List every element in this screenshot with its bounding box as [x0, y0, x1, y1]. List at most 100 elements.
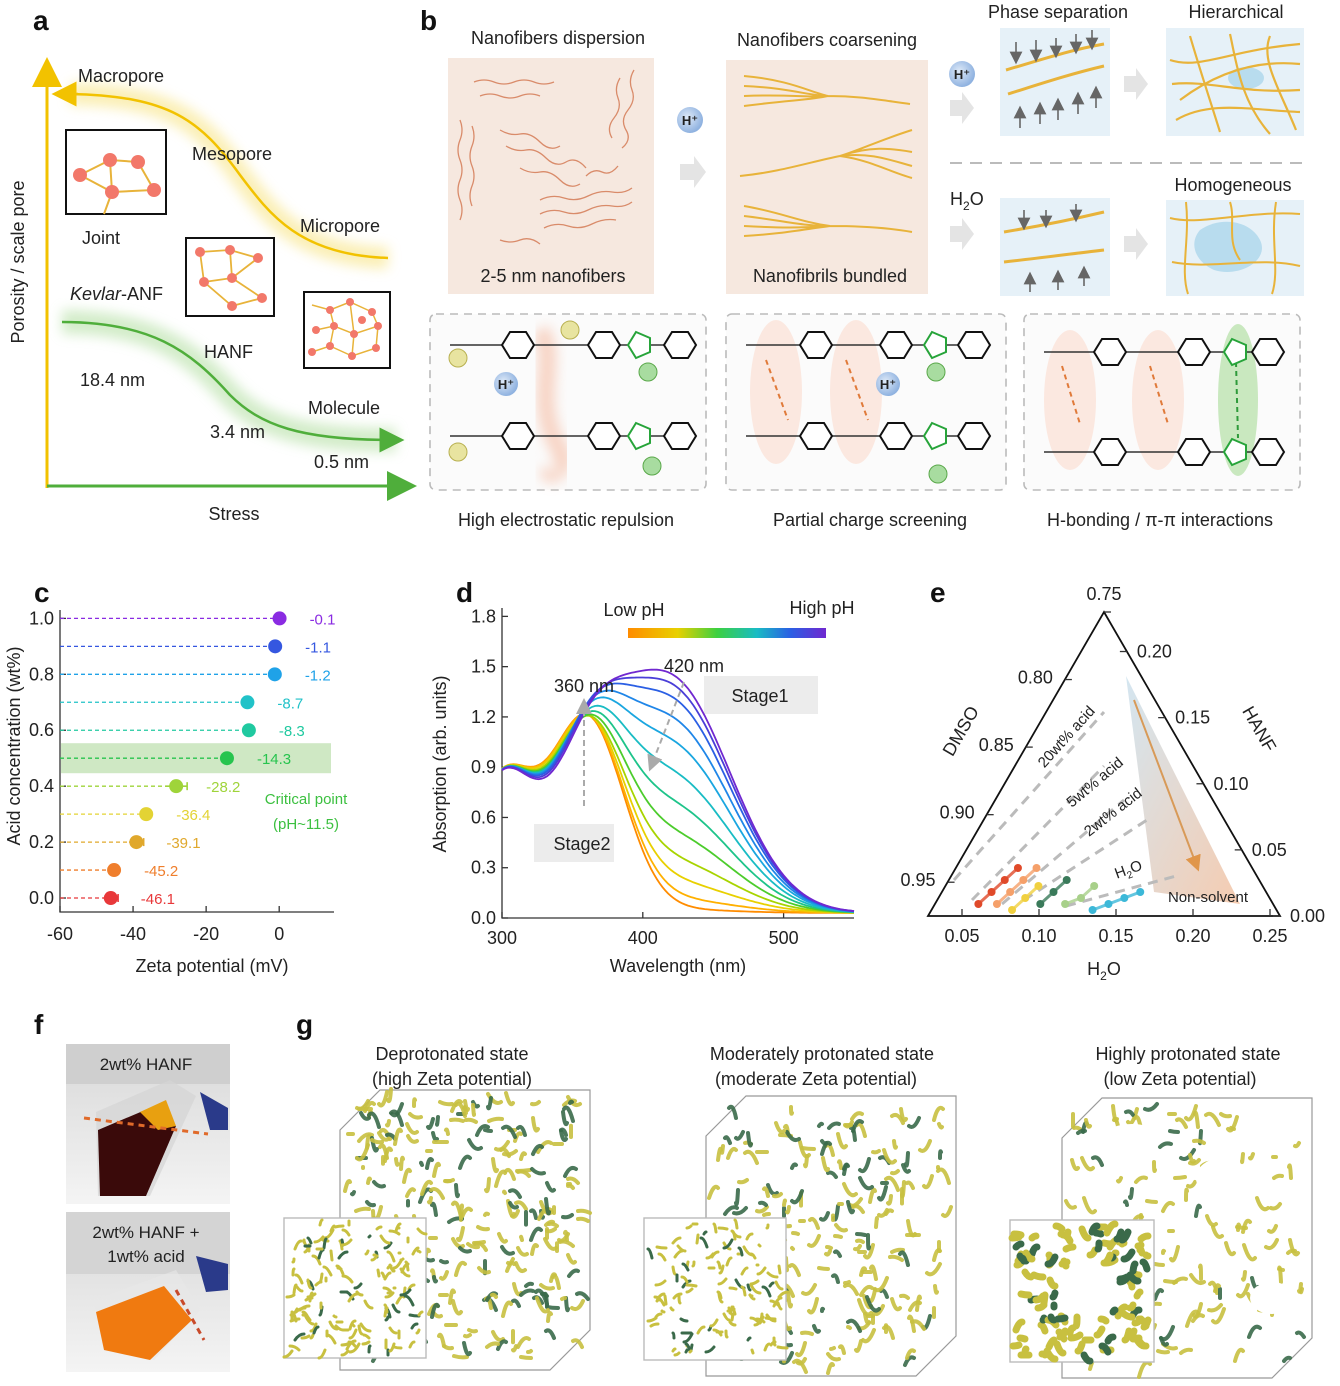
cube-fiber	[377, 1131, 390, 1142]
label-mesopore: Mesopore	[192, 144, 272, 164]
cube-fiber	[1128, 1187, 1134, 1200]
c-point-label: -28.2	[206, 779, 240, 796]
inset-fiber	[673, 1249, 684, 1259]
cube-fiber	[873, 1276, 889, 1293]
inset-fiber	[388, 1229, 401, 1236]
inset-fiber	[367, 1234, 372, 1239]
cube-fiber	[1173, 1175, 1187, 1180]
inset-fiber	[774, 1280, 784, 1291]
inset-fiber	[1009, 1341, 1023, 1350]
panel-label-c: c	[34, 577, 50, 608]
e-bottom-tick-label: 0.20	[1175, 926, 1210, 946]
cube-fiber	[1070, 1158, 1080, 1171]
cube-fiber	[405, 1122, 419, 1135]
inset-fiber	[332, 1314, 338, 1319]
cube-fiber	[439, 1259, 449, 1265]
cube-fiber	[343, 1179, 352, 1193]
cube-fiber	[1297, 1282, 1303, 1294]
cube-fiber	[1186, 1180, 1197, 1189]
cube-fiber	[467, 1138, 483, 1151]
sim-cube-1	[282, 1087, 592, 1371]
e-point	[1006, 888, 1015, 896]
inset-fiber	[403, 1294, 415, 1307]
cube-fiber	[1152, 1160, 1157, 1173]
inset-fiber	[1034, 1301, 1048, 1312]
cube-fiber	[785, 1205, 791, 1215]
dispersion-box: 2-5 nm nanofibers	[448, 58, 654, 294]
cube-fiber	[879, 1288, 889, 1299]
arrow-to-water-separation	[950, 218, 974, 250]
inset-fiber	[1028, 1243, 1041, 1258]
axis-label-water: H2O	[1087, 959, 1121, 983]
cube-fiber	[1247, 1324, 1262, 1339]
c-x-tick-label: -60	[47, 924, 73, 944]
cube-fiber	[871, 1149, 881, 1155]
cube-fiber	[483, 1128, 493, 1133]
inset-fiber	[673, 1351, 681, 1357]
cube-fiber	[519, 1355, 533, 1360]
cube-fiber	[372, 1180, 386, 1189]
cube-fiber	[524, 1281, 534, 1288]
inset-fiber	[671, 1331, 676, 1340]
cube-fiber	[519, 1288, 535, 1297]
e-right-tick-label: 0.20	[1137, 642, 1172, 662]
cube-pore	[1250, 1282, 1294, 1314]
inset-fiber	[1139, 1258, 1151, 1273]
cube-fiber	[1282, 1355, 1292, 1363]
stage1-label: Stage1	[731, 686, 788, 706]
label-micropore: Micropore	[300, 216, 380, 236]
h-plus-bubble-2	[949, 61, 975, 87]
cube-fiber	[561, 1213, 574, 1220]
cube-fiber	[863, 1243, 875, 1260]
inset-fiber	[749, 1252, 757, 1260]
inset-fiber	[1043, 1347, 1059, 1363]
inset-fiber	[1086, 1246, 1099, 1259]
inset-fiber	[1044, 1253, 1059, 1268]
inset-frame	[643, 1217, 787, 1361]
panel-f: f 2wt% HANF 2wt% HANF + 1wt% acid	[34, 1009, 230, 1372]
cube-fiber	[537, 1207, 553, 1221]
cube-fiber	[886, 1194, 893, 1206]
cube-fiber	[1172, 1276, 1188, 1285]
inset-fiber	[1140, 1316, 1152, 1331]
e-point	[1008, 906, 1017, 914]
cube-fiber	[758, 1200, 768, 1207]
inset-fiber	[408, 1340, 416, 1349]
cube-fiber	[905, 1348, 916, 1360]
inset-joint-network	[65, 129, 167, 215]
cube-fiber	[568, 1099, 574, 1105]
cube-fiber	[1084, 1118, 1092, 1129]
cube-fiber	[723, 1205, 739, 1216]
inset-fiber	[367, 1344, 372, 1354]
cube-fiber	[487, 1116, 504, 1123]
cube-fiber	[899, 1293, 910, 1300]
cube-fiber	[435, 1115, 440, 1127]
inset-fiber	[359, 1322, 372, 1333]
cube-fiber	[359, 1111, 371, 1121]
cube-fiber	[1175, 1117, 1188, 1129]
cube-fiber	[808, 1217, 820, 1230]
cube-fiber	[807, 1297, 819, 1315]
inset-fiber	[391, 1303, 401, 1314]
cube-fiber	[737, 1178, 749, 1185]
peak-420-label: 420 nm	[664, 656, 724, 676]
cube-fiber	[866, 1233, 871, 1251]
inset-fiber	[388, 1326, 398, 1335]
cube-fiber	[905, 1180, 915, 1190]
cube-fiber	[1179, 1148, 1196, 1161]
label-size-3: 3.4 nm	[210, 422, 265, 442]
cube-fiber	[836, 1132, 848, 1150]
inset-fiber	[370, 1254, 379, 1262]
cube-fiber	[464, 1117, 478, 1124]
cube-fiber	[383, 1146, 393, 1163]
inset-fiber	[1116, 1273, 1131, 1283]
inset-fiber	[740, 1266, 749, 1276]
cube-fiber	[863, 1312, 871, 1325]
inset-fiber	[285, 1293, 296, 1299]
state1-title: Deprotonated state	[375, 1044, 528, 1064]
cube-fiber	[1241, 1218, 1252, 1234]
cube-fiber	[820, 1306, 825, 1313]
inset-fiber	[388, 1263, 396, 1273]
cube-fiber	[1169, 1245, 1180, 1263]
cube-fiber	[774, 1121, 786, 1134]
